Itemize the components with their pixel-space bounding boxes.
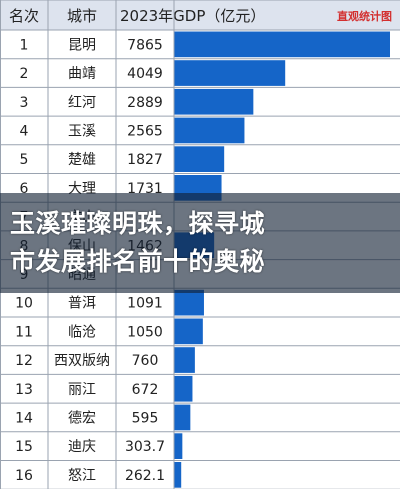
title-banner: 玉溪璀璨明珠，探寻城 市发展排名前十的奥秘 (0, 193, 400, 293)
gdp-value-label: 2565 (127, 123, 163, 139)
rank-cell: 15 (15, 439, 33, 455)
header-rank: 名次 (9, 7, 39, 25)
header-background (0, 0, 400, 30)
gdp-value-label: 1827 (127, 152, 163, 168)
banner-line-1: 玉溪璀璨明珠，探寻城 (10, 209, 266, 238)
table-row: 14 德宏 595 (0, 403, 191, 432)
row-background (0, 403, 174, 432)
gdp-value-label: 760 (132, 353, 159, 369)
table-row: 3 红河 2889 (0, 87, 254, 117)
row-background (0, 431, 174, 461)
gdp-value-label: 262.1 (125, 468, 165, 484)
rank-cell: 4 (20, 123, 29, 139)
city-cell: 西双版纳 (54, 353, 110, 369)
gdp-value-label: 1050 (127, 324, 163, 340)
table-row: 15 迪庆 303.7 (0, 431, 183, 461)
city-cell: 德宏 (68, 410, 96, 426)
table-row: 12 西双版纳 760 (0, 345, 195, 375)
city-cell: 丽江 (68, 382, 96, 398)
row-background (0, 317, 174, 346)
rank-cell: 1 (20, 37, 29, 53)
row-background (0, 345, 174, 375)
row-background (0, 30, 174, 59)
city-cell: 临沧 (68, 323, 96, 340)
gdp-value-label: 672 (132, 382, 159, 398)
table-row: 10 普洱 1091 (0, 288, 204, 317)
gdp-value-label: 303.7 (125, 439, 165, 455)
row-background (0, 58, 174, 88)
rank-cell: 2 (20, 66, 29, 82)
row-background (0, 144, 174, 174)
header-gdp: 2023年GDP（亿元） (120, 7, 265, 25)
table-row: 13 丽江 672 (0, 374, 193, 404)
gdp-bar (174, 404, 191, 431)
table-row: 5 楚雄 1827 (0, 144, 225, 174)
gdp-bar (174, 88, 254, 115)
city-cell: 迪庆 (68, 439, 96, 455)
gdp-bar (174, 318, 203, 345)
row-background (0, 374, 174, 404)
gdp-bar (174, 146, 225, 172)
header-city: 城市 (67, 7, 97, 25)
table-row: 16 怒江 262.1 (0, 460, 182, 489)
gdp-value-label: 2889 (127, 95, 163, 111)
gdp-value-label: 1731 (127, 181, 163, 197)
gdp-bar (174, 289, 204, 316)
gdp-bar (174, 347, 195, 373)
rank-cell: 16 (15, 468, 33, 484)
row-background (0, 87, 174, 117)
table-row: 4 玉溪 2565 (0, 116, 245, 145)
table-row: 2 曲靖 4049 (0, 58, 286, 88)
city-cell: 玉溪 (68, 123, 96, 139)
row-background (0, 460, 174, 489)
city-cell: 红河 (68, 95, 96, 111)
row-background (0, 288, 174, 317)
rank-cell: 3 (20, 95, 29, 111)
rank-cell: 6 (20, 181, 29, 197)
gdp-bar (174, 117, 245, 144)
row-background (0, 116, 174, 145)
rank-cell: 13 (15, 382, 33, 398)
banner-line-2: 市发展排名前十的奥秘 (10, 247, 266, 276)
rank-cell: 5 (20, 152, 29, 168)
rank-cell: 11 (15, 324, 33, 340)
rank-cell: 12 (15, 353, 33, 369)
rank-cell: 14 (15, 410, 33, 426)
city-cell: 大理 (68, 181, 96, 197)
gdp-bar (174, 433, 183, 459)
gdp-bar (174, 375, 193, 402)
gdp-bar (174, 462, 182, 488)
city-cell: 曲靖 (68, 66, 96, 82)
rank-cell: 10 (15, 296, 33, 312)
table-row: 11 临沧 1050 (0, 317, 203, 346)
gdp-value-label: 4049 (127, 66, 163, 82)
table-row: 1 昆明 7865 (0, 30, 390, 59)
gdp-value-label: 7865 (127, 37, 163, 53)
gdp-bar (174, 60, 286, 86)
city-cell: 怒江 (68, 468, 96, 484)
watermark-label: 直观统计图 (337, 9, 392, 23)
gdp-bar (174, 31, 390, 58)
city-cell: 昆明 (68, 37, 96, 53)
city-cell: 楚雄 (68, 152, 96, 168)
gdp-value-label: 595 (132, 410, 159, 426)
city-cell: 普洱 (68, 296, 96, 312)
gdp-value-label: 1091 (127, 296, 163, 312)
